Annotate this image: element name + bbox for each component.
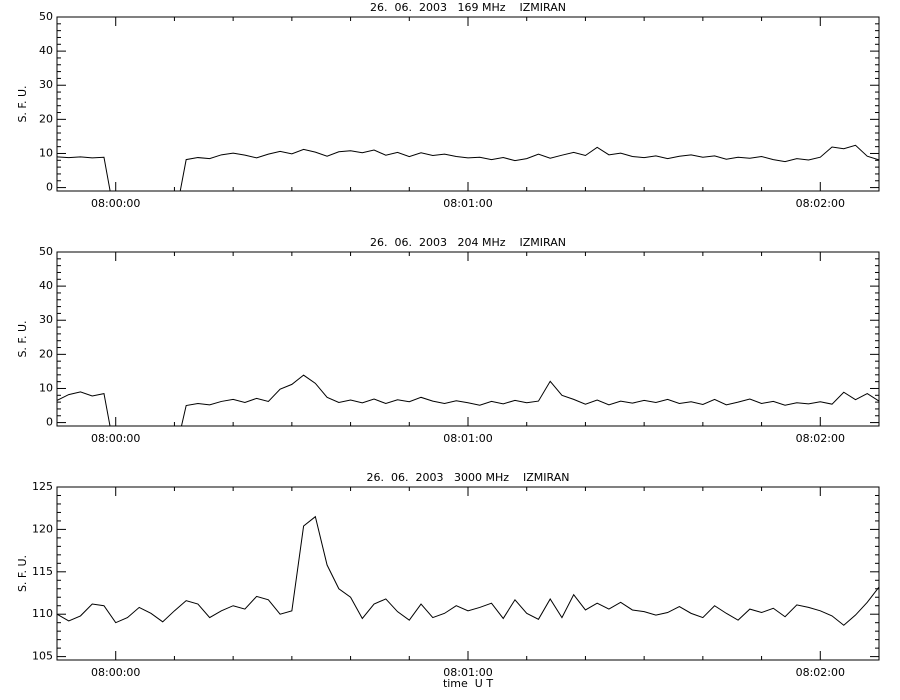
y-tick-label: 125 xyxy=(32,480,53,493)
y-tick-label: 105 xyxy=(32,650,53,663)
x-tick-label: 08:02:00 xyxy=(796,432,845,445)
data-line xyxy=(57,144,879,191)
chart-title: 26. 06. 2003 169 MHz IZMIRAN xyxy=(370,1,566,14)
y-tick-label: 50 xyxy=(39,10,53,23)
y-axis-label: S. F. U. xyxy=(16,555,29,592)
chart-title: 26. 06. 2003 204 MHz IZMIRAN xyxy=(370,236,566,249)
data-line xyxy=(57,515,879,626)
x-tick-label: 08:02:00 xyxy=(796,666,845,679)
y-tick-label: 20 xyxy=(39,112,53,125)
y-tick-label: 50 xyxy=(39,245,53,258)
y-tick-label: 30 xyxy=(39,313,53,326)
x-tick-label: 08:01:00 xyxy=(443,197,492,210)
y-tick-label: 0 xyxy=(46,181,53,194)
x-tick-label: 08:00:00 xyxy=(91,666,140,679)
x-tick-label: 08:02:00 xyxy=(796,197,845,210)
plot-frame xyxy=(56,486,880,661)
y-tick-label: 20 xyxy=(39,347,53,360)
plot-frame xyxy=(56,16,880,192)
x-tick-label: 08:00:00 xyxy=(91,432,140,445)
plot-frame xyxy=(56,251,880,427)
chart-title: 26. 06. 2003 3000 MHz IZMIRAN xyxy=(367,471,570,484)
y-tick-label: 10 xyxy=(39,146,53,159)
y-tick-label: 0 xyxy=(46,416,53,429)
y-axis-label: S. F. U. xyxy=(16,85,29,122)
data-line xyxy=(57,374,879,426)
y-tick-label: 120 xyxy=(32,522,53,535)
y-tick-label: 40 xyxy=(39,44,53,57)
y-tick-label: 110 xyxy=(32,607,53,620)
x-tick-label: 08:01:00 xyxy=(443,432,492,445)
x-tick-label: 08:00:00 xyxy=(91,197,140,210)
y-tick-label: 115 xyxy=(32,565,53,578)
x-tick-label: 08:01:00 xyxy=(443,666,492,679)
y-tick-label: 40 xyxy=(39,279,53,292)
y-axis-label: S. F. U. xyxy=(16,320,29,357)
x-axis-label: time U T xyxy=(443,677,493,690)
y-tick-label: 30 xyxy=(39,78,53,91)
y-tick-label: 10 xyxy=(39,381,53,394)
